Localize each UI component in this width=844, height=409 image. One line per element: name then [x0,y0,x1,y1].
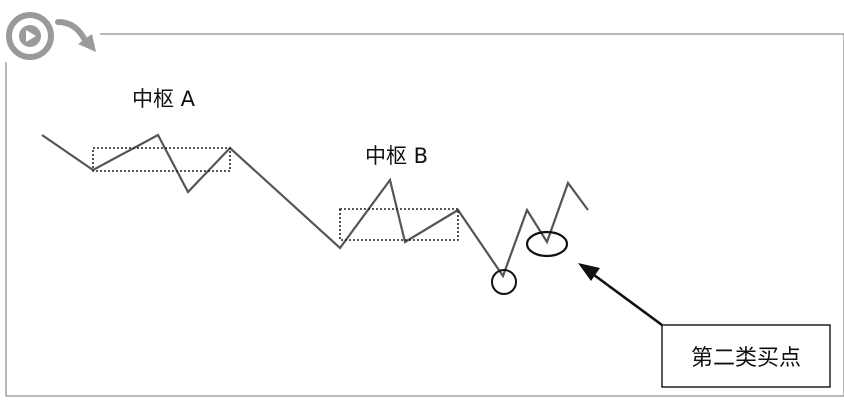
center-b-label: 中枢 B [365,144,428,168]
callout-arrow-head-icon [578,263,600,281]
play-circle-logo-icon [0,0,100,62]
buy-point-ellipse [525,230,569,258]
center-a-box [92,147,231,172]
price-path-line [41,133,589,279]
center-b-box [339,208,459,241]
center-a-label: 中枢 A [132,87,196,111]
low-point-circle [491,269,517,295]
callout-box [661,324,831,388]
diagram-frame [5,33,844,397]
callout-label: 第二类买点 [691,346,801,371]
callout-arrow-line [589,270,663,327]
